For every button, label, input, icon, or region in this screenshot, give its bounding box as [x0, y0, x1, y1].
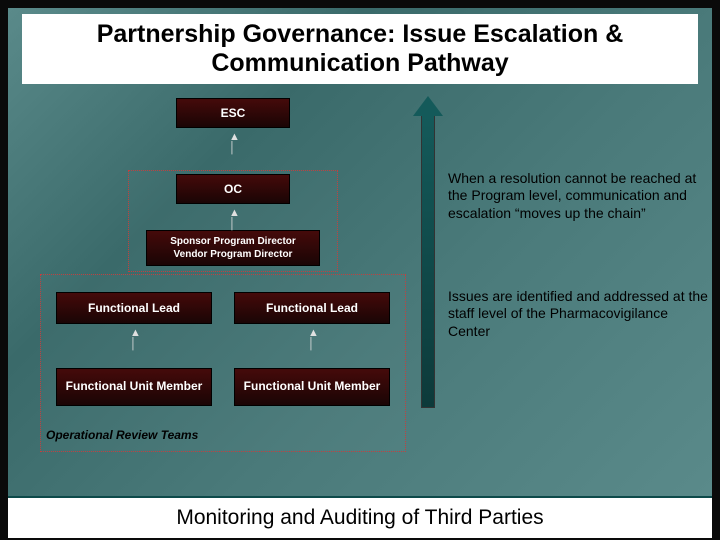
node-fu2-label: Functional Unit Member: [244, 379, 381, 393]
hierarchy-diagram: ESC OC Sponsor Program Director Vendor P…: [38, 92, 408, 457]
node-directors-label: Sponsor Program Director Vendor Program …: [170, 235, 296, 261]
arrow-up-icon: ▲│: [308, 328, 319, 350]
slide-title: Partnership Governance: Issue Escalation…: [32, 20, 688, 78]
escalation-arrow: [416, 96, 440, 408]
footer-bar: Monitoring and Auditing of Third Parties: [8, 496, 712, 538]
node-functional-unit-1: Functional Unit Member: [56, 368, 212, 406]
node-oc: OC: [176, 174, 290, 204]
title-box: Partnership Governance: Issue Escalation…: [22, 14, 698, 84]
arrow-up-icon: ▲│: [229, 132, 240, 154]
node-oc-label: OC: [224, 182, 242, 196]
node-esc-label: ESC: [221, 106, 246, 120]
node-fu1-label: Functional Unit Member: [66, 379, 203, 393]
node-functional-lead-2: Functional Lead: [234, 292, 390, 324]
ort-label: Operational Review Teams: [46, 428, 198, 442]
arrow-shaft: [421, 114, 435, 408]
node-fl1-label: Functional Lead: [88, 301, 180, 315]
side-paragraph-1: When a resolution cannot be reached at t…: [448, 170, 708, 223]
arrow-up-icon: ▲│: [229, 208, 240, 230]
node-esc: ESC: [176, 98, 290, 128]
node-functional-lead-1: Functional Lead: [56, 292, 212, 324]
side-paragraph-2: Issues are identified and addressed at t…: [448, 288, 708, 341]
footer-title: Monitoring and Auditing of Third Parties: [176, 506, 543, 530]
node-directors: Sponsor Program Director Vendor Program …: [146, 230, 320, 266]
node-fl2-label: Functional Lead: [266, 301, 358, 315]
content-area: ESC OC Sponsor Program Director Vendor P…: [8, 92, 712, 472]
node-functional-unit-2: Functional Unit Member: [234, 368, 390, 406]
slide-body: Partnership Governance: Issue Escalation…: [8, 8, 712, 496]
arrow-up-icon: ▲│: [130, 328, 141, 350]
arrow-head-icon: [413, 96, 443, 116]
